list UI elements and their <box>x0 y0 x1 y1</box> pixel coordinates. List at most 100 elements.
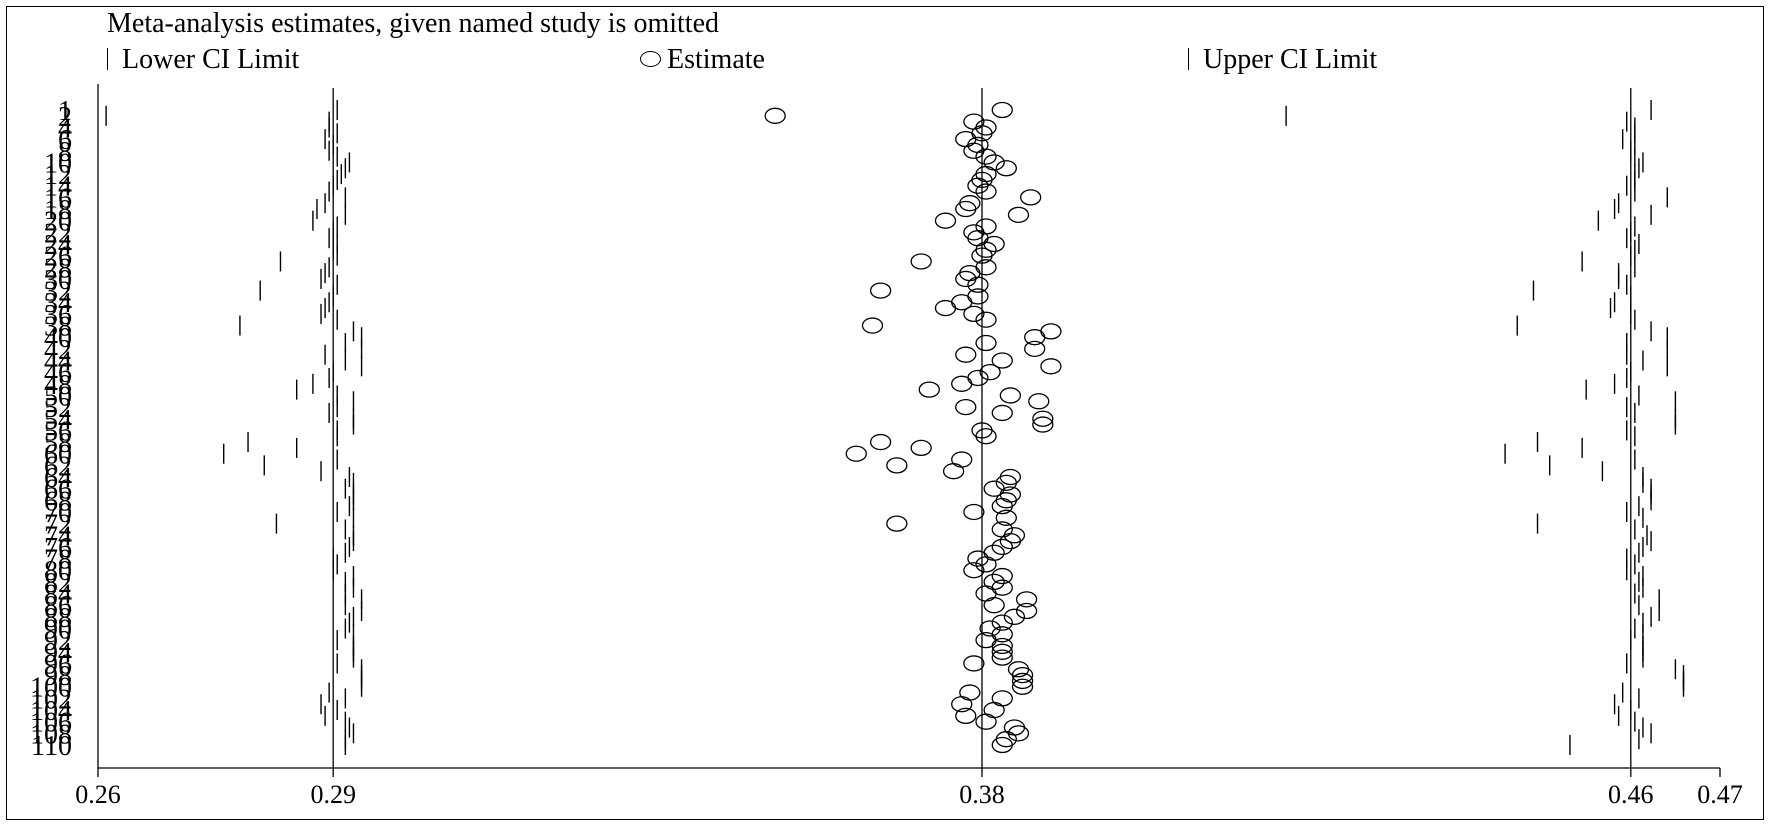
estimate-marker <box>1003 719 1026 736</box>
estimate-marker <box>959 195 981 212</box>
estimate-marker <box>963 305 985 323</box>
y-tick-label: 36 <box>44 300 72 331</box>
y-tick-label: 22 <box>44 218 72 249</box>
estimate-marker <box>1015 591 1038 608</box>
estimate-marker <box>959 264 981 282</box>
y-tick-label: 42 <box>44 335 72 366</box>
estimate-marker <box>942 463 965 480</box>
estimate-marker <box>955 270 977 288</box>
y-tick-label: 14 <box>44 172 72 203</box>
estimate-marker <box>999 468 1022 486</box>
estimate-marker <box>967 288 989 305</box>
estimate-marker <box>967 177 989 194</box>
y-tick-label: 72 <box>44 510 72 541</box>
y-tick-label: 80 <box>44 556 72 587</box>
y-tick-label: 16 <box>44 183 72 214</box>
estimate-marker <box>975 585 997 602</box>
y-tick-label: 94 <box>44 638 72 669</box>
estimate-marker <box>995 474 1017 491</box>
chart-frame <box>6 6 1764 820</box>
estimate-marker <box>991 736 1013 754</box>
y-tick-label: 74 <box>44 521 72 552</box>
x-tick-label: 0.46 <box>1608 780 1654 809</box>
estimate-marker <box>983 701 1005 719</box>
estimate-marker <box>975 428 997 445</box>
estimate-marker <box>1011 666 1034 684</box>
y-tick-label: 58 <box>44 428 72 459</box>
estimate-marker <box>1040 358 1062 375</box>
estimate-marker <box>991 637 1013 655</box>
y-tick-label: 106 <box>30 708 72 739</box>
estimate-marker <box>955 707 977 725</box>
estimate-marker <box>959 684 981 701</box>
legend-label-estimate: Estimate <box>667 44 765 75</box>
y-tick-label: 102 <box>30 684 72 715</box>
y-tick-label: 40 <box>44 323 72 354</box>
estimate-marker <box>979 620 1001 637</box>
estimate-marker <box>991 352 1013 369</box>
y-tick-label: 68 <box>44 486 72 517</box>
estimate-marker <box>975 183 997 200</box>
estimate-marker <box>975 241 997 258</box>
estimate-marker <box>1024 329 1046 346</box>
y-tick-label: 44 <box>44 347 72 378</box>
estimate-marker <box>983 544 1005 561</box>
y-tick-label: 32 <box>44 277 72 308</box>
estimate-marker <box>886 515 908 532</box>
estimate-marker <box>1020 189 1042 206</box>
estimate-marker <box>764 107 786 124</box>
y-tick-label: 92 <box>44 626 72 657</box>
estimate-marker <box>967 550 989 567</box>
y-tick-label: 60 <box>44 440 72 471</box>
y-tick-label: 100 <box>30 673 72 704</box>
y-tick-label: 20 <box>44 207 72 238</box>
y-tick-label: 50 <box>44 381 72 412</box>
estimate-marker <box>975 165 997 183</box>
estimate-marker <box>983 573 1005 591</box>
y-tick-label: 64 <box>44 463 72 494</box>
legend-item-estimate: Estimate <box>640 44 765 76</box>
estimate-marker <box>1011 678 1034 695</box>
estimate-marker <box>975 148 997 165</box>
estimate-marker <box>1007 725 1030 742</box>
estimate-marker <box>967 276 989 293</box>
estimate-marker <box>983 235 1005 253</box>
estimate-marker <box>951 375 973 392</box>
estimate-marker <box>963 142 985 159</box>
y-tick-label: 26 <box>44 242 72 273</box>
y-tick-label: 48 <box>44 370 72 401</box>
estimate-marker <box>1028 393 1050 410</box>
estimate-marker <box>975 311 997 328</box>
y-tick-label: 38 <box>44 312 72 343</box>
y-tick-label: 78 <box>44 545 72 576</box>
estimate-marker <box>963 655 985 672</box>
legend-item-lower-ci: Lower CI Limit <box>107 44 299 76</box>
estimate-marker <box>1032 410 1054 427</box>
y-tick-label: 1 <box>58 96 72 127</box>
estimate-marker <box>955 200 977 218</box>
estimate-marker <box>934 299 957 317</box>
estimate-marker <box>971 247 993 264</box>
estimate-marker <box>975 556 997 573</box>
y-tick-label: 10 <box>44 148 72 179</box>
legend-circle-marker <box>640 51 661 68</box>
estimate-marker <box>991 497 1013 515</box>
estimate-marker <box>979 364 1001 381</box>
estimate-marker <box>975 334 997 352</box>
estimate-marker <box>991 538 1013 556</box>
estimate-marker <box>1015 602 1038 620</box>
x-tick-label: 0.29 <box>310 780 356 809</box>
y-tick-label: 76 <box>44 533 72 564</box>
y-tick-label: 70 <box>44 498 72 529</box>
estimate-marker <box>999 387 1022 404</box>
estimate-marker <box>991 649 1013 666</box>
y-tick-label: 54 <box>44 405 72 436</box>
estimate-marker <box>910 253 932 270</box>
estimate-marker <box>886 457 908 474</box>
legend-label-lower-ci: Lower CI Limit <box>122 44 300 75</box>
y-tick-label: 30 <box>44 265 72 296</box>
y-tick-label: 86 <box>44 591 72 622</box>
y-tick-label: 12 <box>44 160 72 191</box>
estimate-marker <box>1032 416 1054 433</box>
y-tick-label: 46 <box>44 358 72 389</box>
